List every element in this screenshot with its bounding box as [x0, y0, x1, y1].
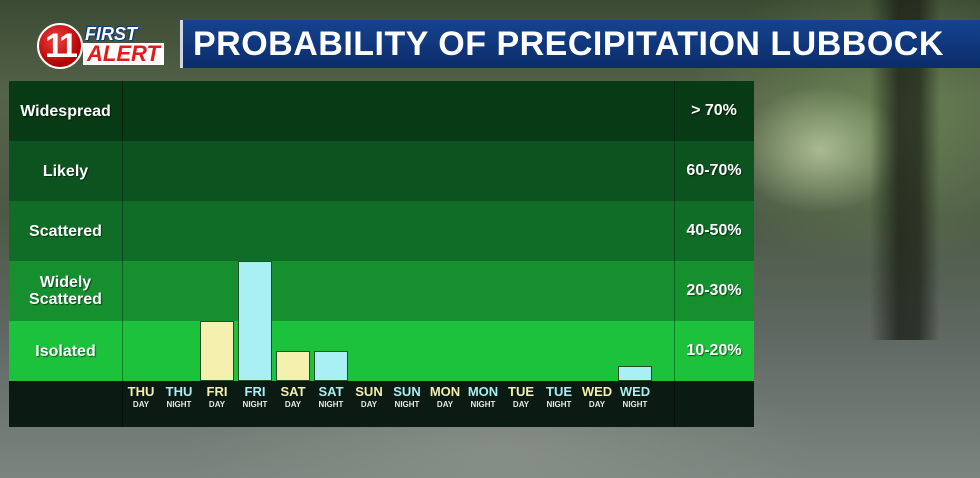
band-row: Widely Scattered 20-30%	[9, 261, 754, 321]
band-label: Likely	[42, 162, 89, 180]
bar-sat-day	[276, 351, 310, 381]
x-tick-label: FRI NIGHT	[236, 384, 274, 410]
logo-number: 11	[45, 27, 78, 65]
first-alert-logo: 11 FIRST ALERT	[37, 21, 167, 71]
x-tick-label: SAT DAY	[274, 384, 312, 410]
band-row: Widespread > 70%	[9, 81, 754, 141]
x-axis-strip	[9, 381, 754, 427]
x-tick-day: SAT	[280, 384, 306, 399]
x-tick-label: FRI DAY	[198, 384, 236, 410]
x-tick-period: NIGHT	[622, 400, 648, 409]
x-tick-day: THU	[165, 384, 193, 399]
band-label: Isolated	[35, 342, 96, 360]
logo-circle	[37, 23, 83, 69]
band-label: Widely Scattered	[29, 274, 102, 308]
bar-fri-night	[238, 261, 272, 381]
x-tick-period: DAY	[132, 400, 150, 409]
x-tick-period: DAY	[588, 400, 606, 409]
x-tick-period: DAY	[208, 400, 226, 409]
bar-wed-night	[618, 366, 652, 381]
x-tick-label: SUN NIGHT	[388, 384, 426, 410]
x-tick-period: DAY	[512, 400, 530, 409]
band-percent-range: 40-50%	[686, 222, 742, 239]
x-tick-day: TUE	[546, 384, 572, 399]
x-tick-day: THU	[127, 384, 155, 399]
x-tick-period: NIGHT	[166, 400, 192, 409]
x-tick-day: FRI	[206, 384, 228, 399]
x-tick-day: WED	[581, 384, 613, 399]
band-percent-range: 60-70%	[686, 162, 742, 179]
x-tick-label: SUN DAY	[350, 384, 388, 410]
bar-sat-night	[314, 351, 348, 381]
x-tick-period: DAY	[360, 400, 378, 409]
x-tick-period: DAY	[436, 400, 454, 409]
band-label: Scattered	[29, 222, 102, 240]
x-tick-period: NIGHT	[242, 400, 268, 409]
band-percent-range: 10-20%	[686, 342, 742, 359]
x-tick-period: DAY	[284, 400, 302, 409]
band-row: Likely 60-70%	[9, 141, 754, 201]
x-tick-label: WED DAY	[578, 384, 616, 410]
x-tick-day: MON	[429, 384, 461, 399]
x-tick-day: SAT	[318, 384, 344, 399]
x-tick-period: NIGHT	[470, 400, 496, 409]
x-tick-label: TUE DAY	[502, 384, 540, 410]
x-tick-day: FRI	[244, 384, 266, 399]
chart-panel: Widespread > 70% Likely 60-70% Scattered 40-5…	[9, 81, 754, 427]
x-tick-period: NIGHT	[318, 400, 344, 409]
x-tick-day: SUN	[355, 384, 383, 399]
x-tick-label: THU NIGHT	[160, 384, 198, 410]
x-tick-period: NIGHT	[394, 400, 420, 409]
x-tick-label: TUE NIGHT	[540, 384, 578, 410]
left-divider	[122, 81, 123, 427]
band-percent-range: 20-30%	[686, 282, 742, 299]
x-tick-period: NIGHT	[546, 400, 572, 409]
x-tick-label: SAT NIGHT	[312, 384, 350, 410]
band-row: Scattered 40-50%	[9, 201, 754, 261]
bar-fri-day	[200, 321, 234, 381]
x-tick-day: MON	[467, 384, 499, 399]
x-tick-day: TUE	[508, 384, 534, 399]
right-divider	[674, 81, 675, 427]
logo-word-first: FIRST	[85, 24, 137, 44]
logo-word-alert: ALERT	[83, 43, 164, 65]
x-tick-label: THU DAY	[122, 384, 160, 410]
x-tick-day: WED	[619, 384, 651, 399]
x-tick-label: WED NIGHT	[616, 384, 654, 410]
chart-title: PROBABILITY OF PRECIPITATION LUBBOCK	[193, 25, 944, 63]
title-bar: PROBABILITY OF PRECIPITATION LUBBOCK	[180, 20, 980, 68]
x-tick-label: MON NIGHT	[464, 384, 502, 410]
band-percent-range: > 70%	[691, 102, 737, 119]
x-tick-label: MON DAY	[426, 384, 464, 410]
x-tick-day: SUN	[393, 384, 421, 399]
band-label: Widespread	[20, 102, 111, 120]
